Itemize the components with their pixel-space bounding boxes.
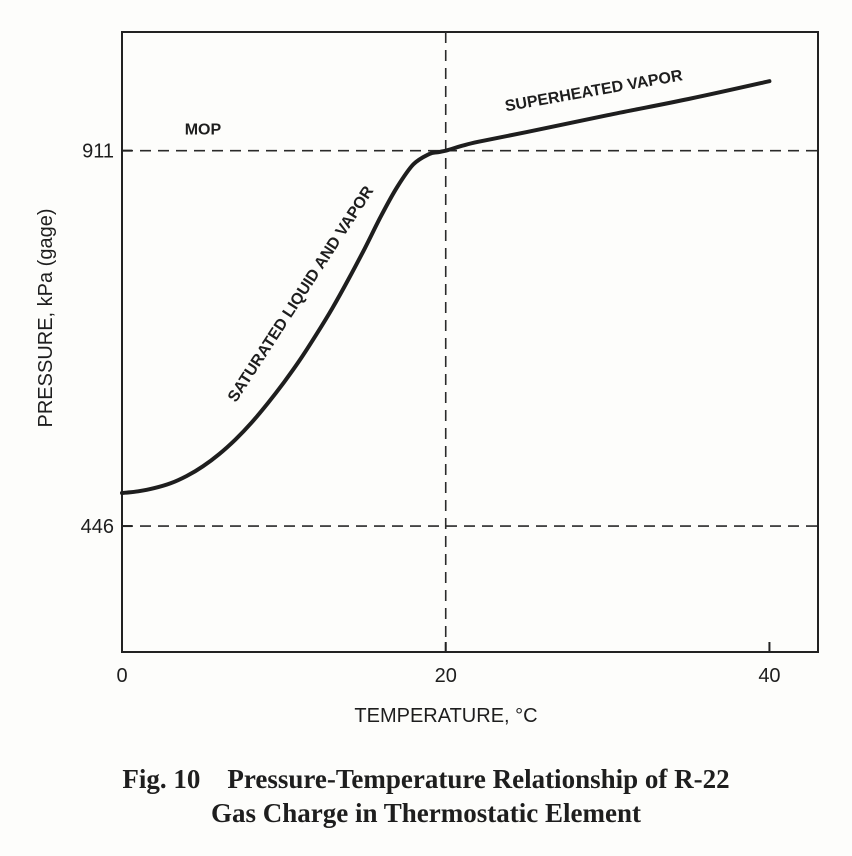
- y-tick-label-1: 911: [82, 141, 114, 163]
- y-axis-label: PRESSURE, kPa (gage): [35, 209, 57, 428]
- y-axis-ticks: 446 911: [81, 141, 132, 538]
- x-tick-label-2: 40: [758, 665, 780, 687]
- figure-caption: Fig. 10 Pressure-Temperature Relationshi…: [0, 762, 852, 830]
- annotation-0: MOP: [185, 122, 222, 139]
- x-axis-label: TEMPERATURE, °C: [354, 705, 537, 727]
- reference-lines: [122, 32, 818, 652]
- caption-line-1: Fig. 10 Pressure-Temperature Relationshi…: [122, 764, 730, 794]
- caption-line-2: Gas Charge in Thermostatic Element: [211, 798, 641, 828]
- annotation-2: SUPERHEATED VAPOR: [504, 67, 685, 115]
- series-line-0: [120, 79, 772, 495]
- x-tick-label-0: 0: [116, 665, 127, 687]
- series-group: [120, 79, 772, 495]
- annotation-1: SATURATED LIQUID AND VAPOR: [225, 183, 378, 405]
- y-tick-label-0: 446: [81, 516, 114, 538]
- x-axis-ticks: 0 20 40: [116, 642, 781, 687]
- annotations: MOP SATURATED LIQUID AND VAPOR SUPERHEATED…: [185, 67, 685, 405]
- x-tick-label-1: 20: [435, 665, 457, 687]
- plot-frame: [121, 31, 819, 653]
